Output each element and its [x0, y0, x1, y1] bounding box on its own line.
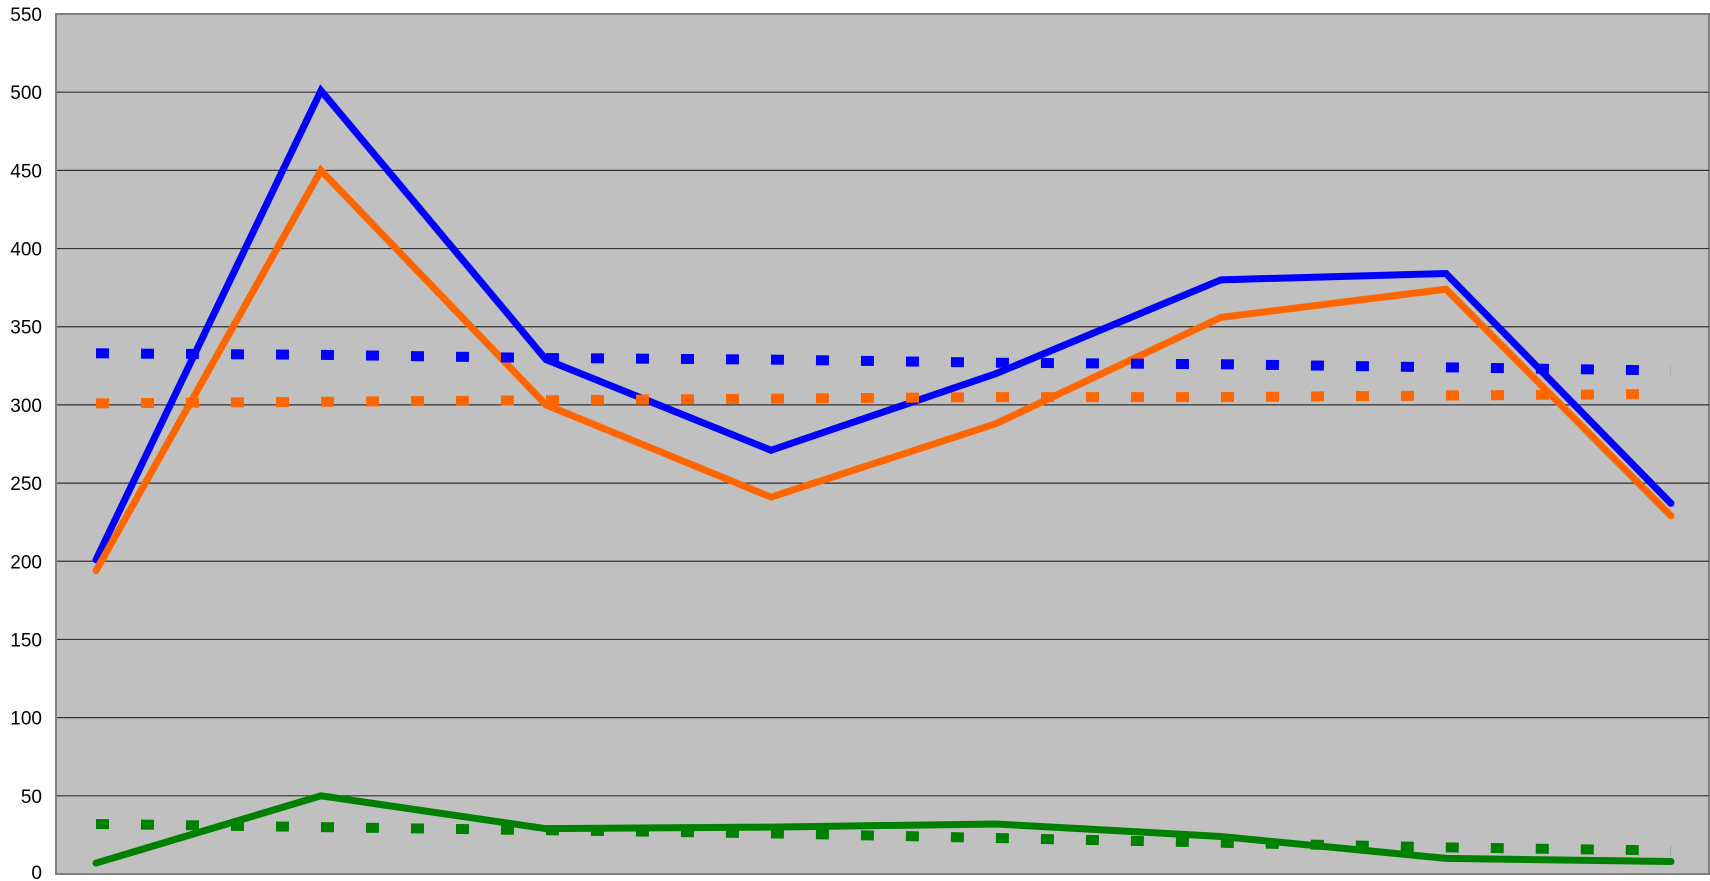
y-tick-label: 400: [10, 240, 42, 261]
y-tick-label: 450: [10, 161, 42, 182]
y-tick-label: 150: [10, 630, 42, 651]
plot-area: [56, 14, 1709, 874]
y-tick-label: 50: [21, 787, 42, 808]
y-axis-tick-labels: 0 50 100 150 200 250 300 350 400 450 500 550: [10, 5, 42, 881]
y-tick-label: 100: [10, 709, 42, 730]
y-tick-label: 200: [10, 552, 42, 573]
y-tick-label: 500: [10, 83, 42, 104]
y-tick-label: 350: [10, 318, 42, 339]
y-tick-label: 300: [10, 396, 42, 417]
y-tick-label: 0: [31, 863, 42, 881]
y-tick-label: 250: [10, 474, 42, 495]
y-tick-label: 550: [10, 5, 42, 26]
